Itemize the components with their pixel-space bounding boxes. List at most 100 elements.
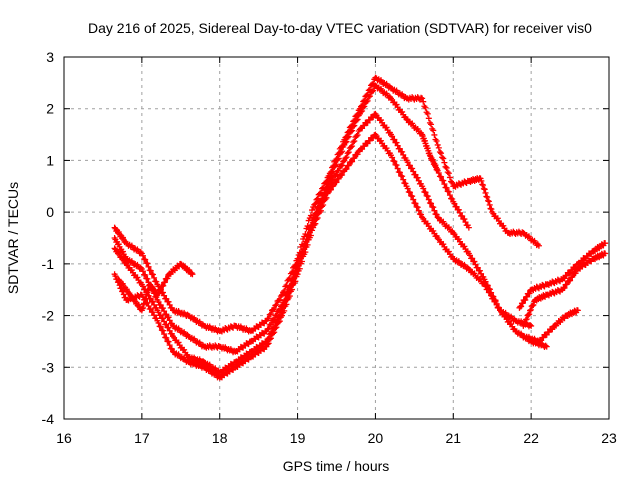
data-point: [161, 308, 168, 315]
data-point: [523, 293, 530, 300]
data-point: [349, 143, 356, 150]
data-point: [383, 145, 390, 152]
data-point: [359, 108, 366, 115]
data-point: [430, 227, 437, 234]
data-point: [335, 155, 342, 162]
data-point: [151, 301, 158, 308]
data-point: [488, 206, 495, 213]
data-point: [281, 307, 288, 314]
data-point: [342, 139, 349, 146]
x-axis-label: GPS time / hours: [283, 458, 390, 474]
data-point: [349, 127, 356, 134]
data-marks: [111, 74, 609, 381]
y-tick-label: -4: [42, 411, 55, 427]
data-point: [347, 144, 354, 151]
data-point: [393, 139, 400, 146]
data-point: [145, 302, 152, 309]
data-point: [354, 132, 361, 139]
data-point: [165, 298, 172, 305]
data-point: [435, 144, 442, 151]
data-point: [340, 158, 347, 165]
data-point: [134, 274, 141, 281]
data-point: [523, 316, 530, 323]
data-point: [484, 194, 491, 201]
data-point: [393, 101, 400, 108]
data-point: [166, 342, 173, 349]
x-tick-label: 21: [445, 430, 461, 446]
data-point: [481, 186, 488, 193]
data-point: [466, 252, 473, 259]
data-point: [433, 137, 440, 144]
series-trace-6: [516, 240, 609, 311]
data-point: [446, 192, 453, 199]
data-point: [286, 293, 293, 300]
data-point: [455, 206, 462, 213]
data-point: [443, 184, 450, 191]
data-point: [419, 95, 426, 102]
data-point: [528, 322, 535, 329]
data-point: [349, 158, 356, 165]
data-point: [572, 270, 579, 277]
data-point: [377, 137, 384, 144]
data-point: [446, 174, 453, 181]
series-trace-3: [111, 110, 550, 376]
data-point: [354, 151, 361, 158]
data-point: [459, 212, 466, 219]
data-point: [445, 188, 452, 195]
data-point: [165, 324, 172, 331]
data-point: [444, 169, 451, 176]
data-point: [424, 220, 431, 227]
data-point: [159, 327, 166, 334]
grid: [64, 57, 609, 419]
data-point: [166, 301, 173, 308]
data-point: [370, 87, 377, 94]
data-point: [147, 295, 154, 302]
data-point: [476, 267, 483, 274]
data-point: [283, 301, 290, 308]
data-point: [139, 283, 146, 290]
data-point: [430, 204, 437, 211]
data-point: [488, 292, 495, 299]
data-point: [161, 331, 168, 338]
data-point: [339, 148, 346, 155]
data-point: [428, 200, 435, 207]
data-point: [281, 287, 288, 294]
data-point: [309, 227, 316, 234]
data-point: [493, 301, 500, 308]
data-point: [383, 124, 390, 131]
data-point: [400, 176, 407, 183]
data-point: [394, 165, 401, 172]
data-point: [455, 236, 462, 243]
data-point: [519, 300, 526, 307]
y-tick-label: 0: [46, 204, 54, 220]
data-point: [403, 116, 410, 123]
data-point: [434, 214, 441, 221]
data-point: [389, 133, 396, 140]
data-point: [151, 274, 158, 281]
data-point: [157, 301, 164, 308]
data-point: [270, 330, 277, 337]
data-point: [139, 252, 146, 259]
y-tick-label: 1: [46, 152, 54, 168]
data-point: [370, 114, 377, 121]
data-point: [333, 161, 340, 168]
x-tick-label: 23: [601, 430, 617, 446]
data-point: [472, 261, 479, 268]
data-point: [335, 167, 342, 174]
data-point: [343, 138, 350, 145]
data-point: [267, 310, 274, 317]
data-point: [602, 250, 609, 257]
data-point: [400, 151, 407, 158]
data-point: [440, 155, 447, 162]
data-point: [144, 299, 151, 306]
data-point: [484, 286, 491, 293]
data-point: [273, 301, 280, 308]
data-point: [465, 266, 472, 273]
data-point: [522, 296, 529, 303]
data-point: [335, 175, 342, 182]
data-point: [453, 203, 460, 210]
data-point: [344, 150, 351, 157]
data-point: [264, 341, 271, 348]
data-point: [393, 162, 400, 169]
data-point: [155, 309, 162, 316]
